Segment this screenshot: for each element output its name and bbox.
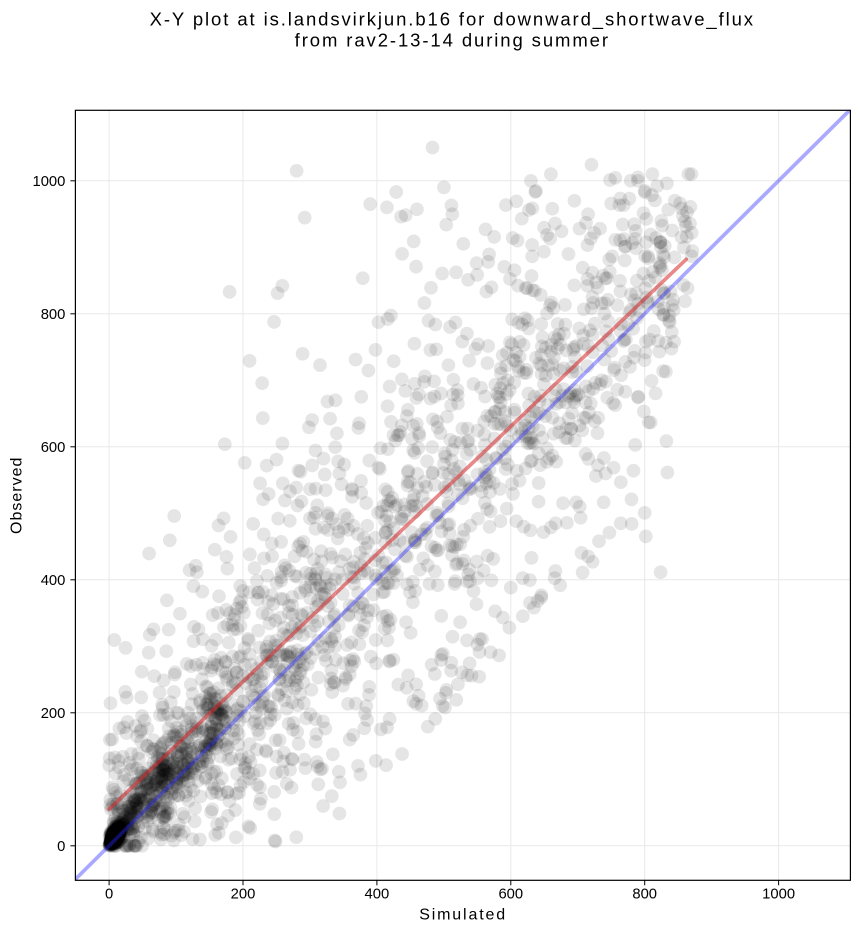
svg-text:200: 200 [231, 887, 256, 903]
svg-text:Observed: Observed [9, 457, 26, 534]
svg-text:400: 400 [365, 887, 390, 903]
svg-text:Simulated: Simulated [419, 907, 507, 924]
svg-text:0: 0 [105, 887, 113, 903]
svg-text:200: 200 [41, 706, 66, 722]
svg-text:600: 600 [41, 440, 66, 456]
svg-text:400: 400 [41, 573, 66, 589]
svg-text:from rav2-13-14 during summer: from rav2-13-14 during summer [295, 30, 610, 51]
svg-text:800: 800 [632, 887, 657, 903]
svg-text:X-Y plot at is.landsvirkjun.b1: X-Y plot at is.landsvirkjun.b16 for down… [150, 9, 755, 31]
svg-text:800: 800 [41, 307, 66, 323]
svg-text:0: 0 [57, 839, 65, 855]
svg-text:1000: 1000 [32, 174, 65, 190]
svg-text:1000: 1000 [762, 887, 795, 903]
svg-text:600: 600 [498, 887, 523, 903]
